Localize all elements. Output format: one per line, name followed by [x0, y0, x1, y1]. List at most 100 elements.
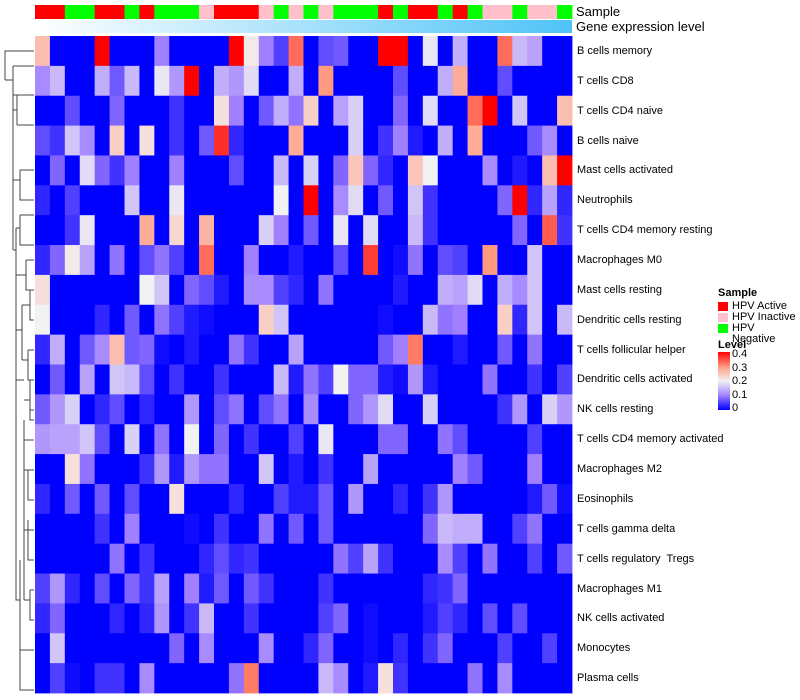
heatmap-cell [35, 215, 51, 246]
heatmap-cell [184, 185, 200, 216]
heatmap-cell [467, 274, 483, 306]
heatmap-cell [169, 155, 185, 186]
heatmap-cell [169, 663, 185, 694]
heatmap-cell [214, 513, 230, 545]
heatmap-cell [109, 394, 125, 425]
heatmap-cell [557, 483, 573, 515]
heatmap-cell [79, 483, 96, 515]
heatmap-cell [228, 125, 245, 156]
heatmap-cell [318, 245, 334, 276]
heatmap-cell [467, 454, 483, 485]
heatmap-cell [124, 394, 140, 425]
heatmap-cell [199, 185, 215, 216]
heatmap-cell [452, 663, 468, 694]
heatmap-cell [124, 274, 140, 306]
heatmap-cell [303, 394, 319, 425]
heatmap-cell [79, 603, 96, 634]
heatmap-cell [109, 65, 125, 97]
heatmap-cell [139, 663, 155, 694]
heatmap-cell [393, 394, 409, 425]
heatmap-cell [35, 334, 51, 365]
heatmap-cell [258, 65, 275, 97]
heatmap-cell [542, 633, 558, 664]
sample-annotation-cell [243, 5, 260, 19]
sample-annotation-cell [303, 5, 319, 19]
heatmap-cell [482, 304, 498, 336]
heatmap-cell [527, 483, 543, 515]
heatmap-cell [512, 95, 528, 126]
heatmap-cell [79, 513, 96, 545]
heatmap-cell [437, 155, 454, 186]
level-tick: 0.2 [732, 375, 748, 387]
heatmap-cell [527, 513, 543, 545]
heatmap-cell [35, 603, 51, 634]
row-label: NK cells activated [577, 612, 665, 625]
heatmap-cell [393, 36, 409, 67]
heatmap-cell [288, 424, 304, 455]
heatmap-cell [124, 364, 140, 395]
heatmap-cell [169, 573, 185, 604]
heatmap-cell [124, 454, 140, 485]
heatmap-cell [243, 663, 260, 694]
heatmap-cell [49, 95, 66, 126]
heatmap-cell [393, 185, 409, 216]
heatmap-cell [184, 573, 200, 604]
heatmap-cell [363, 215, 379, 246]
heatmap-cell [437, 215, 454, 246]
heatmap-cell [422, 245, 439, 276]
heatmap-cell [318, 424, 334, 455]
heatmap-cell [184, 215, 200, 246]
heatmap-cell [407, 304, 424, 336]
heatmap-cell [482, 573, 498, 604]
heatmap-cell [348, 95, 364, 126]
heatmap-cell [79, 633, 96, 664]
heatmap-cell [452, 215, 468, 246]
row-label: Monocytes [577, 642, 631, 655]
heatmap-cell [288, 543, 304, 574]
heatmap-cell [318, 603, 334, 634]
heatmap-cell [243, 36, 260, 67]
heatmap-cell [378, 603, 394, 634]
heatmap-cell [154, 454, 170, 485]
heatmap-cell [363, 633, 379, 664]
heatmap-cell [273, 394, 289, 425]
heatmap-cell [452, 125, 468, 156]
heatmap-cell [422, 513, 439, 545]
sample-annotation-cell [273, 5, 289, 19]
heatmap-cell [258, 125, 275, 156]
heatmap-cell [437, 36, 454, 67]
heatmap-cell [363, 424, 379, 455]
heatmap-cell [35, 95, 51, 126]
heatmap-cell [557, 334, 573, 365]
heatmap-cell [184, 543, 200, 574]
heatmap-cell [139, 185, 155, 216]
heatmap-cell [49, 483, 66, 515]
heatmap-cell [64, 36, 81, 67]
heatmap-cell [407, 394, 424, 425]
heatmap-cell [109, 304, 125, 336]
heatmap-cell [333, 633, 349, 664]
heatmap-cell [512, 513, 528, 545]
heatmap-cell [199, 394, 215, 425]
heatmap-cell [64, 304, 81, 336]
heatmap-cell [452, 304, 468, 336]
heatmap-cell [154, 573, 170, 604]
heatmap-cell [557, 36, 573, 67]
heatmap-cell [35, 454, 51, 485]
heatmap-cell [214, 274, 230, 306]
heatmap-cell [542, 95, 558, 126]
heatmap-cell [303, 245, 319, 276]
heatmap-cell [557, 185, 573, 216]
heatmap-cell [318, 454, 334, 485]
heatmap-cell [139, 334, 155, 365]
heatmap-cell [169, 513, 185, 545]
heatmap-cell [437, 603, 454, 634]
heatmap-cell [497, 663, 513, 694]
heatmap-cell [273, 125, 289, 156]
heatmap-cell [35, 125, 51, 156]
heatmap-cell [407, 573, 424, 604]
heatmap-cell [348, 424, 364, 455]
heatmap-cell [497, 304, 513, 336]
heatmap-cell [64, 573, 81, 604]
heatmap-cell [557, 454, 573, 485]
